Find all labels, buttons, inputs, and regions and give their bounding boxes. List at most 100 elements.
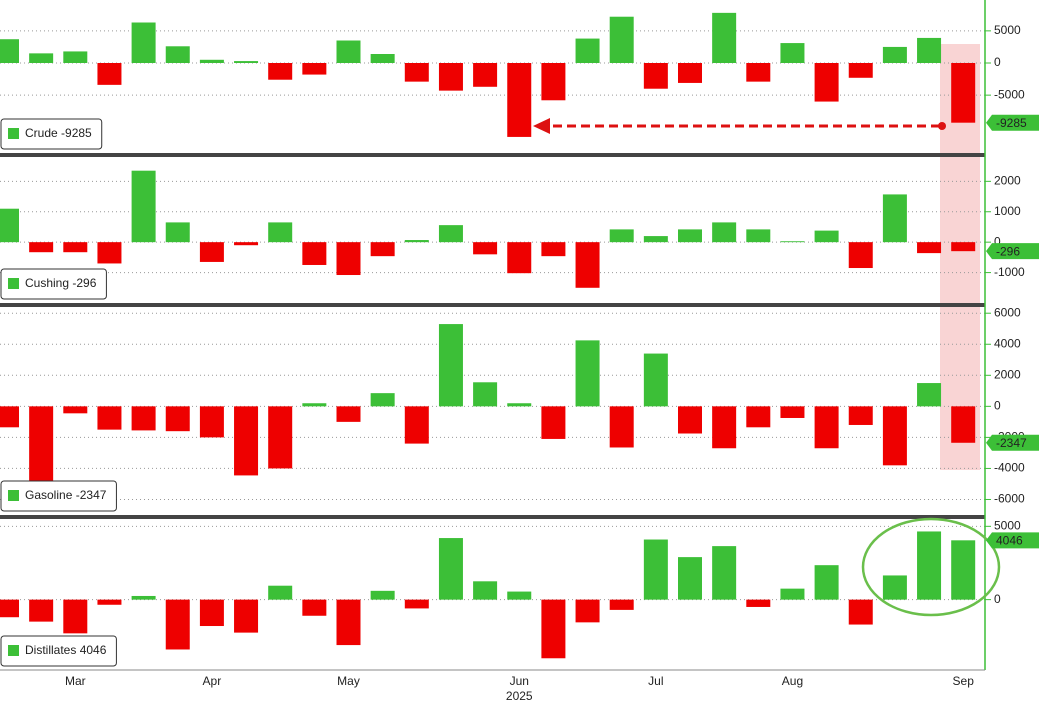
bar (814, 230, 839, 243)
x-tick-label: Aug (782, 674, 803, 688)
bar (63, 242, 88, 253)
x-tick-label: Apr (203, 674, 222, 688)
legend-value: -296 (72, 276, 96, 290)
bar (0, 406, 19, 428)
bar (507, 591, 532, 600)
bar (199, 242, 224, 262)
bar (951, 242, 976, 252)
bar (473, 242, 498, 255)
value-tag (986, 532, 1039, 549)
bar (780, 241, 805, 243)
panel-separator (0, 153, 985, 157)
bar (302, 599, 327, 616)
bar (336, 40, 361, 63)
y-tick-label: 0 (994, 592, 1001, 606)
y-tick-label: 2000 (994, 367, 1021, 381)
bar (404, 599, 429, 609)
bar (643, 353, 668, 407)
bar (848, 406, 873, 425)
bar (780, 588, 805, 600)
bar (643, 236, 668, 243)
bar (29, 242, 54, 253)
arrow-head (533, 118, 550, 134)
bar (131, 22, 156, 63)
bar (404, 63, 429, 82)
bar (199, 59, 224, 63)
bar (438, 324, 463, 407)
bar (0, 208, 19, 243)
legend-swatch (8, 128, 19, 139)
bar (848, 242, 873, 269)
y-tick-label: -4000 (994, 461, 1025, 475)
bar (97, 242, 122, 264)
bar (848, 599, 873, 625)
bar (131, 595, 156, 600)
legend-label: Cushing -296 (25, 276, 97, 290)
bar (951, 63, 976, 123)
bar (541, 406, 566, 439)
y-tick-label: 5000 (994, 519, 1021, 533)
bar (97, 63, 122, 85)
bar (541, 63, 566, 101)
bar (268, 222, 293, 243)
value-tag (986, 114, 1039, 131)
bar (234, 61, 259, 63)
bar (268, 406, 293, 469)
value-tag-label: -2347 (996, 436, 1027, 450)
bar (507, 63, 532, 137)
bar (575, 242, 600, 288)
bar (780, 43, 805, 63)
value-tag-label: -9285 (996, 116, 1027, 130)
bar (29, 599, 54, 622)
bar (165, 406, 190, 432)
bar (609, 16, 634, 63)
y-tick-label: 4000 (994, 336, 1021, 350)
bar (951, 540, 976, 600)
bar (131, 406, 156, 431)
bar (370, 54, 395, 63)
bar (951, 406, 976, 443)
bar (0, 39, 19, 63)
panel-separator (0, 515, 985, 519)
bar (507, 242, 532, 274)
value-tag-label: -296 (996, 244, 1020, 258)
bar (882, 46, 907, 63)
legend-box (0, 635, 117, 667)
bar (712, 546, 737, 600)
y-tick-label: 0 (994, 399, 1001, 413)
bar (917, 242, 942, 254)
y-tick-label: 6000 (994, 305, 1021, 319)
bar (678, 406, 702, 434)
bar (575, 599, 600, 623)
bar (234, 599, 259, 633)
bar (370, 590, 395, 600)
y-tick-label: -5000 (994, 87, 1025, 101)
bar (814, 406, 839, 449)
bar (917, 383, 942, 407)
bar (336, 599, 361, 646)
bar (473, 63, 498, 87)
bar (712, 222, 737, 243)
bar (438, 225, 463, 243)
bar (438, 538, 463, 600)
bar (302, 242, 327, 265)
bar (882, 406, 907, 466)
legend-swatch (8, 490, 19, 501)
arrow-origin (938, 122, 946, 130)
y-tick-label: 5000 (994, 23, 1021, 37)
bar (814, 63, 839, 102)
bar (712, 406, 737, 449)
legend-label: Crude -9285 (25, 126, 92, 140)
legend-label: Distillates 4046 (25, 643, 107, 657)
annotation-ellipse (861, 517, 1001, 617)
legend-box (0, 480, 117, 512)
bar (234, 406, 259, 476)
panel-separator (0, 303, 985, 307)
x-tick-label: Jun (510, 674, 529, 688)
value-tag (986, 434, 1039, 451)
bar (882, 575, 907, 600)
bar (29, 53, 54, 63)
legend-value: -2347 (76, 488, 107, 502)
bar (507, 403, 532, 407)
bar (268, 585, 293, 600)
